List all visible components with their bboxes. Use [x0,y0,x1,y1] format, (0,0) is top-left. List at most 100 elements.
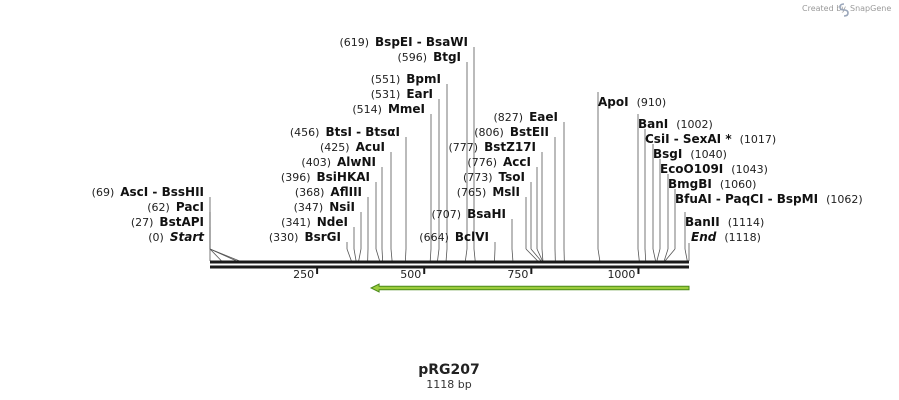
site-name-bsgi[interactable]: BsgI [653,147,682,161]
site-bani[interactable]: BanI (1002) [638,117,713,131]
site-name-afliii[interactable]: AflIII [330,185,362,199]
site-line-acci-foot [536,248,543,262]
site-pos-bsihkai: (396) [281,171,311,184]
site-line-csii-sexai-foot [644,248,647,262]
site-bsgi[interactable]: BsgI (1040) [653,147,727,161]
site-pos-bmgbi: (1060) [720,178,757,191]
site-name-mmei[interactable]: MmeI [388,102,425,116]
backbone [210,260,689,269]
site-name-paci[interactable]: PacI [176,200,204,214]
site-line-bani-foot [637,248,640,262]
site-afliii[interactable]: AflIII (368) [295,185,362,199]
site-bmgbi[interactable]: BmgBI (1060) [668,177,756,191]
site-bstz17i[interactable]: BstZ17I (777) [449,140,536,154]
site-alwni[interactable]: AlwNI (403) [301,155,376,169]
site-name-eari[interactable]: EarI [406,87,433,101]
site-mmei[interactable]: MmeI (514) [352,102,425,116]
site-name-bsahi[interactable]: BsaHI [467,207,506,221]
site-pos-bstapi: (27) [131,216,154,229]
site-name-bclvi[interactable]: BclVI [455,230,489,244]
site-pos-eaei: (827) [494,111,524,124]
site-bsrgi[interactable]: BsrGI (330) [269,230,341,244]
site-name-asci-bsshii[interactable]: AscI - BssHII [120,185,204,199]
site-csii-sexai[interactable]: CsiI - SexAI * (1017) [645,132,776,146]
site-name-start[interactable]: Start [170,230,205,244]
site-bsahi[interactable]: BsaHI (707) [432,207,507,221]
site-asci-bsshii[interactable]: AscI - BssHII (69) [92,185,204,199]
site-bspei-bsawi[interactable]: BspEI - BsaWI (619) [339,35,468,49]
credit-text: Created by [802,4,846,13]
site-btgi[interactable]: BtgI (596) [397,50,461,64]
site-name-eaei[interactable]: EaeI [529,110,558,124]
site-bfuai-paqci-bspmi[interactable]: BfuAI - PaqCI - BspMI (1062) [675,192,863,206]
site-line-asci-bsshii-foot [209,248,240,262]
site-apoi[interactable]: ApoI (910) [598,95,666,109]
site-name-btsi-bts-i[interactable]: BtsI - BtsαI [325,125,400,139]
site-line-eari-foot [437,248,440,262]
site-ecoo109i[interactable]: EcoO109I (1043) [660,162,768,176]
site-nsii[interactable]: NsiI (347) [294,200,355,214]
site-name-ndei[interactable]: NdeI [317,215,348,229]
site-name-bpmi[interactable]: BpmI [406,72,441,86]
site-name-bfuai-paqci-bspmi[interactable]: BfuAI - PaqCI - BspMI [675,192,818,206]
site-acci[interactable]: AccI (776) [467,155,531,169]
site-pos-msli: (765) [457,186,487,199]
site-eari[interactable]: EarI (531) [371,87,433,101]
site-name-bsihkai[interactable]: BsiHKAI [317,170,371,184]
site-msli[interactable]: MslI (765) [457,185,520,199]
site-line-bclvi-foot [494,248,496,262]
site-name-bstz17i[interactable]: BstZ17I [484,140,536,154]
site-name-acui[interactable]: AcuI [356,140,385,154]
site-pos-end: (1118) [724,231,761,244]
site-name-msli[interactable]: MslI [492,185,520,199]
site-line-bsihkai-foot [375,248,381,262]
site-eaei[interactable]: EaeI (827) [494,110,559,124]
site-line-alwni-foot [381,248,384,262]
site-banii[interactable]: BanII (1114) [685,215,764,229]
site-pos-paci: (62) [147,201,170,214]
site-name-bani[interactable]: BanI [638,117,668,131]
site-name-banii[interactable]: BanII [685,215,720,229]
site-bstapi[interactable]: BstAPI (27) [131,215,204,229]
site-line-bmgbi-foot [663,248,669,262]
site-line-ndei-foot [353,248,357,262]
site-bpmi[interactable]: BpmI (551) [371,72,441,86]
site-name-bstapi[interactable]: BstAPI [159,215,204,229]
site-name-ecoo109i[interactable]: EcoO109I [660,162,723,176]
site-name-alwni[interactable]: AlwNI [337,155,376,169]
site-name-apoi[interactable]: ApoI [598,95,629,109]
axis-tick-label-500: 500 [400,268,421,281]
site-end[interactable]: End (1118) [691,230,761,244]
site-name-bspei-bsawi[interactable]: BspEI - BsaWI [375,35,468,49]
site-tsoi[interactable]: TsoI (773) [463,170,525,184]
feature-arrow-body[interactable] [369,283,690,293]
app-name: SnapGene [850,4,891,13]
site-bclvi[interactable]: BclVI (664) [419,230,489,244]
site-paci[interactable]: PacI (62) [147,200,204,214]
site-line-bsahi-foot [511,248,514,262]
site-name-csii-sexai[interactable]: CsiI - SexAI * [645,132,732,146]
site-pos-bstz17i: (777) [449,141,479,154]
site-name-tsoi[interactable]: TsoI [499,170,525,184]
site-bsihkai[interactable]: BsiHKAI (396) [281,170,370,184]
site-bsteii[interactable]: BstEII (806) [474,125,549,139]
site-name-nsii[interactable]: NsiI [329,200,355,214]
axis-tick-label-250: 250 [293,268,314,281]
site-name-bmgbi[interactable]: BmgBI [668,177,712,191]
site-start[interactable]: Start (0) [148,230,205,244]
site-line-ecoo109i-foot [656,248,661,262]
site-name-end[interactable]: End [691,230,717,244]
site-name-btgi[interactable]: BtgI [433,50,461,64]
site-pos-banii: (1114) [728,216,765,229]
site-name-bsteii[interactable]: BstEII [510,125,549,139]
site-acui[interactable]: AcuI (425) [320,140,385,154]
site-line-bfuai-paqci-bspmi-foot [664,248,676,262]
site-name-acci[interactable]: AccI [503,155,531,169]
site-labels: Start (0) BstAPI (27) PacI (62) AscI - BssHII (… [92,35,863,244]
site-ndei[interactable]: NdeI (341) [281,215,348,229]
feature-arrow[interactable] [369,283,690,293]
site-btsi-bts-i[interactable]: BtsI - BtsαI (456) [290,125,400,139]
site-pos-ndei: (341) [281,216,311,229]
site-name-bsrgi[interactable]: BsrGI [304,230,341,244]
